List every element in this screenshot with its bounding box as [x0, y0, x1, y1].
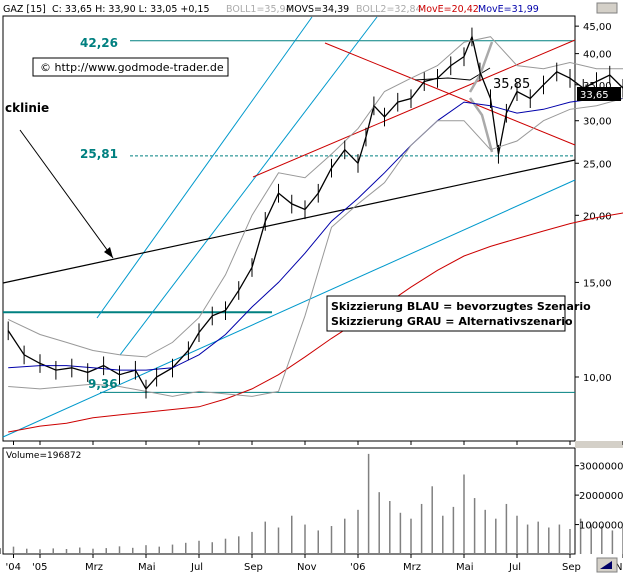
series-line-4: [8, 98, 623, 397]
price-tick-label: 35,00: [583, 81, 612, 92]
price-tick-label: 30,00: [583, 117, 612, 128]
header-boll2: BOLL2=32,84: [356, 4, 422, 15]
scenario-box: [326, 295, 566, 332]
time-tick-label: Jul: [190, 562, 203, 573]
price-tick-label: 40,00: [583, 50, 612, 61]
current-price-badge: [577, 87, 621, 101]
support-resistance-levels: [3, 40, 575, 393]
price-panel-frame: [2, 15, 576, 442]
chart-annotations: © http://www.godmode-trader.de cklinie 4…: [5, 36, 591, 391]
time-tick-label: Jul: [508, 562, 521, 573]
annotation-arrow-head: [104, 247, 113, 258]
price-tick-label: 10,00: [583, 373, 612, 384]
price-tick-label: 25,00: [583, 159, 612, 170]
volume-tick-label: 3000000: [579, 462, 623, 473]
chart-header: GAZ [15] C: 33,65 H: 33,90 L: 33,05 +0,1…: [3, 2, 618, 15]
draw-tool-icon[interactable]: [600, 561, 612, 569]
header-movs: MOVS=34,39: [286, 4, 349, 15]
triangle-lower-line: [252, 39, 576, 178]
watermark: © http://www.godmode-trader.de: [40, 61, 224, 74]
volume-panel-frame: [2, 447, 576, 555]
current-price-value: 33,65: [580, 90, 609, 101]
time-tick-label: Nov: [615, 562, 623, 573]
time-tick-label: '06: [350, 562, 365, 573]
header-boll1: BOLL1=35,94: [226, 4, 292, 15]
volume-axis: 1000000 2000000 3000000: [575, 462, 623, 532]
time-tick-label: '04: [6, 562, 21, 573]
volume-tick-label: 1000000: [579, 521, 623, 532]
header-move-red: MovE=20,42: [418, 4, 479, 15]
volume-bars: [0, 453, 623, 554]
channel-lower-line: [119, 16, 378, 356]
time-tick-label: Mrz: [85, 562, 103, 573]
long-trend-blue-line: [2, 179, 576, 438]
time-tick-label: Mrz: [403, 562, 421, 573]
time-tick-label: Sep: [562, 562, 581, 573]
price-tick-label: 20,00: [583, 211, 612, 222]
long-trend-black-line: [2, 159, 576, 284]
volume-tick-label: 2000000: [579, 491, 623, 502]
channel-upper-line: [96, 16, 313, 319]
current-price-marker: 33,65: [577, 87, 621, 101]
series-line-3: [7, 36, 623, 358]
level-mid-label: 25,81: [80, 147, 118, 161]
price-tick-label: 45,00: [583, 22, 612, 33]
time-tick-label: Mai: [138, 562, 156, 573]
volume-label: Volume=196872: [6, 451, 81, 461]
trendline-label: cklinie: [5, 101, 49, 115]
time-tick-label: Mai: [456, 562, 474, 573]
header-symbol: GAZ [15]: [3, 4, 46, 15]
time-tick-label: '05: [32, 562, 47, 573]
annotation-arrow-line: [19, 129, 114, 259]
price-axis: 45,00 40,00 35,00 30,00 25,00 20,00 15,00 10,00: [575, 22, 612, 384]
time-axis: '04'05MrzMaiJulSepNov'06MrzMaiJulSepNov'…: [6, 441, 623, 573]
time-tick-label: Nov: [297, 562, 317, 573]
scenario-blue-text: Skizzierung BLAU = bevorzugtes Szenario: [331, 300, 591, 313]
panel-splitter[interactable]: [575, 441, 623, 448]
scenario-grey-text: Skizzierung GRAU = Alternativszenario: [331, 315, 573, 328]
header-ohlc: C: 33,65 H: 33,90 L: 33,05 +0,15: [52, 4, 210, 15]
target-label: 35,85: [493, 77, 530, 92]
price-tick-label: 15,00: [583, 278, 612, 289]
trend-drawings: [2, 16, 576, 438]
watermark-box: [32, 57, 229, 77]
header-scroll-button[interactable]: [596, 2, 618, 14]
level-low-label: 9,36: [88, 377, 118, 391]
header-move-blue: MovE=31,99: [478, 4, 539, 15]
chart-tool-icon[interactable]: [596, 557, 618, 573]
level-high-label: 42,26: [80, 36, 118, 50]
time-tick-label: Sep: [244, 562, 263, 573]
